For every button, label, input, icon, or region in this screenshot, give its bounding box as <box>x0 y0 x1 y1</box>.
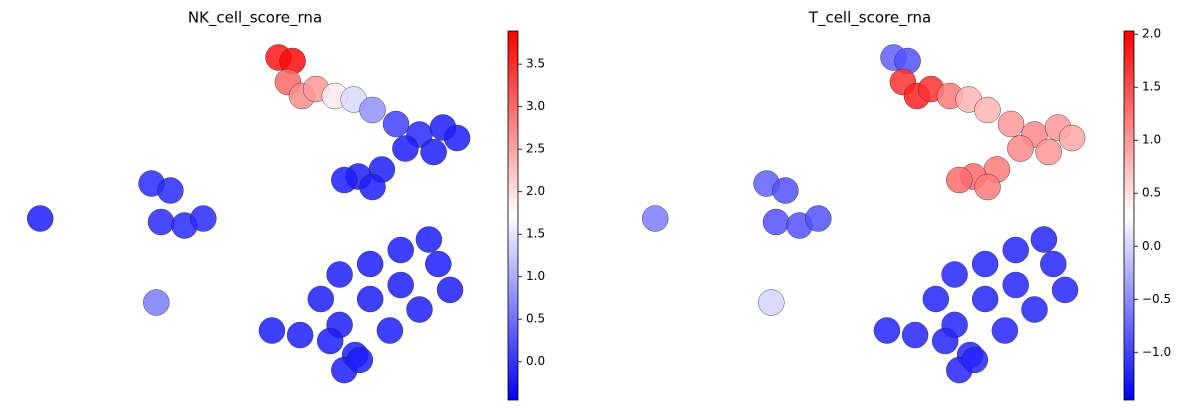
colorbar-tick-label: 2.0 <box>1142 27 1161 41</box>
point <box>356 250 384 278</box>
point <box>331 166 358 194</box>
point <box>326 261 353 288</box>
point <box>762 208 790 236</box>
point <box>392 135 419 162</box>
point <box>157 177 184 204</box>
colorbar-tick-label: 2.0 <box>526 184 545 198</box>
point <box>27 205 54 232</box>
point <box>974 173 1001 201</box>
colorbar-tick-label: 0.0 <box>526 354 545 368</box>
point <box>974 96 1001 124</box>
point <box>376 317 404 344</box>
point <box>387 236 414 264</box>
colorbar-tick-label: 3.0 <box>526 99 545 113</box>
points <box>27 44 471 384</box>
point <box>922 285 949 313</box>
point <box>307 285 334 313</box>
colorbar-tick-label: 1.0 <box>1142 133 1161 147</box>
point <box>941 261 968 288</box>
point <box>382 110 410 138</box>
point <box>971 250 999 278</box>
point <box>1030 226 1058 253</box>
point <box>190 205 217 232</box>
colorbar-tick-label: 0.5 <box>526 312 545 326</box>
point <box>443 124 471 152</box>
point <box>1058 124 1086 152</box>
colorbar-tick-label: −1.0 <box>1142 345 1171 359</box>
colorbar-tick-label: 2.5 <box>526 142 545 156</box>
point <box>642 205 669 232</box>
point <box>805 205 832 232</box>
point <box>1007 135 1034 162</box>
colorbar-tick-label: 1.0 <box>526 269 545 283</box>
point <box>971 285 999 313</box>
point <box>143 289 170 316</box>
point <box>436 276 464 304</box>
colorbar <box>507 30 519 401</box>
colorbar-tick-label: 0.0 <box>1142 239 1161 253</box>
point <box>873 317 901 344</box>
colorbar-tick-label: 1.5 <box>526 227 545 241</box>
colorbar <box>1123 30 1135 401</box>
point <box>359 173 386 201</box>
point <box>772 177 799 204</box>
point <box>997 110 1025 138</box>
point <box>1051 276 1079 304</box>
point <box>356 285 384 313</box>
point <box>946 166 973 194</box>
chart-title: NK_cell_score_rna <box>188 9 322 28</box>
point <box>346 346 374 374</box>
point <box>286 321 314 349</box>
colorbar-tick-label: 0.5 <box>1142 186 1161 200</box>
colorbar-tick-label: −0.5 <box>1142 292 1171 306</box>
point <box>147 208 175 236</box>
point <box>317 327 344 355</box>
points <box>642 44 1086 384</box>
colorbar-tick-label: 3.5 <box>526 57 545 71</box>
point <box>961 346 989 374</box>
point <box>1021 296 1048 323</box>
colorbar-tick-label: 1.5 <box>1142 80 1161 94</box>
point <box>415 226 443 253</box>
point <box>1002 271 1029 299</box>
point <box>1040 250 1067 278</box>
point <box>406 296 433 323</box>
point <box>258 317 286 344</box>
point <box>932 327 959 355</box>
chart-title: T_cell_score_rna <box>808 9 931 28</box>
point <box>901 321 929 349</box>
point <box>1035 138 1062 166</box>
point <box>420 138 447 166</box>
point <box>1002 236 1029 264</box>
point <box>359 96 386 124</box>
point <box>991 317 1019 344</box>
point <box>387 271 414 299</box>
point <box>425 250 452 278</box>
point <box>758 289 785 316</box>
